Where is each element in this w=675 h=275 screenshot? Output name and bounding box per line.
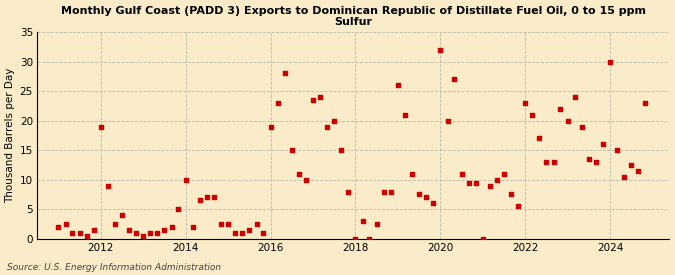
Point [131,231,142,235]
Point [477,236,488,241]
Point [88,228,99,232]
Point [188,225,198,229]
Point [456,172,467,176]
Point [499,172,510,176]
Point [626,163,637,167]
Point [612,148,622,152]
Point [562,119,573,123]
Point [605,59,616,64]
Point [95,124,106,129]
Text: Source: U.S. Energy Information Administration: Source: U.S. Energy Information Administ… [7,263,221,272]
Point [258,231,269,235]
Point [541,160,551,164]
Title: Monthly Gulf Coast (PADD 3) Exports to Dominican Republic of Distillate Fuel Oil: Monthly Gulf Coast (PADD 3) Exports to D… [61,6,646,27]
Point [548,160,559,164]
Point [520,101,531,105]
Point [633,169,644,173]
Point [230,231,241,235]
Point [421,195,432,200]
Point [385,189,396,194]
Point [180,178,191,182]
Point [124,228,134,232]
Point [512,204,523,208]
Point [82,234,92,238]
Point [173,207,184,211]
Point [435,48,446,52]
Point [491,178,502,182]
Point [109,222,120,226]
Point [583,157,594,161]
Y-axis label: Thousand Barrels per Day: Thousand Barrels per Day [5,68,16,203]
Point [470,180,481,185]
Point [67,231,78,235]
Point [463,180,474,185]
Point [251,222,262,226]
Point [555,107,566,111]
Point [103,183,113,188]
Point [364,236,375,241]
Point [209,195,219,200]
Point [329,119,340,123]
Point [138,234,148,238]
Point [272,101,283,105]
Point [201,195,212,200]
Point [576,124,587,129]
Point [60,222,71,226]
Point [152,231,163,235]
Point [414,192,425,197]
Point [618,175,629,179]
Point [485,183,495,188]
Point [223,222,234,226]
Point [406,172,417,176]
Point [336,148,347,152]
Point [279,71,290,76]
Point [215,222,226,226]
Point [534,136,545,141]
Point [591,160,601,164]
Point [392,83,403,87]
Point [400,112,410,117]
Point [321,124,332,129]
Point [244,228,254,232]
Point [379,189,389,194]
Point [237,231,248,235]
Point [428,201,439,205]
Point [166,225,177,229]
Point [194,198,205,203]
Point [597,142,608,147]
Point [300,178,311,182]
Point [449,77,460,82]
Point [506,192,516,197]
Point [442,119,453,123]
Point [357,219,368,223]
Point [294,172,304,176]
Point [371,222,382,226]
Point [53,225,63,229]
Point [265,124,276,129]
Point [315,95,325,99]
Point [74,231,85,235]
Point [286,148,297,152]
Point [640,101,651,105]
Point [117,213,128,217]
Point [159,228,170,232]
Point [145,231,156,235]
Point [527,112,538,117]
Point [350,236,361,241]
Point [308,98,319,102]
Point [570,95,580,99]
Point [343,189,354,194]
